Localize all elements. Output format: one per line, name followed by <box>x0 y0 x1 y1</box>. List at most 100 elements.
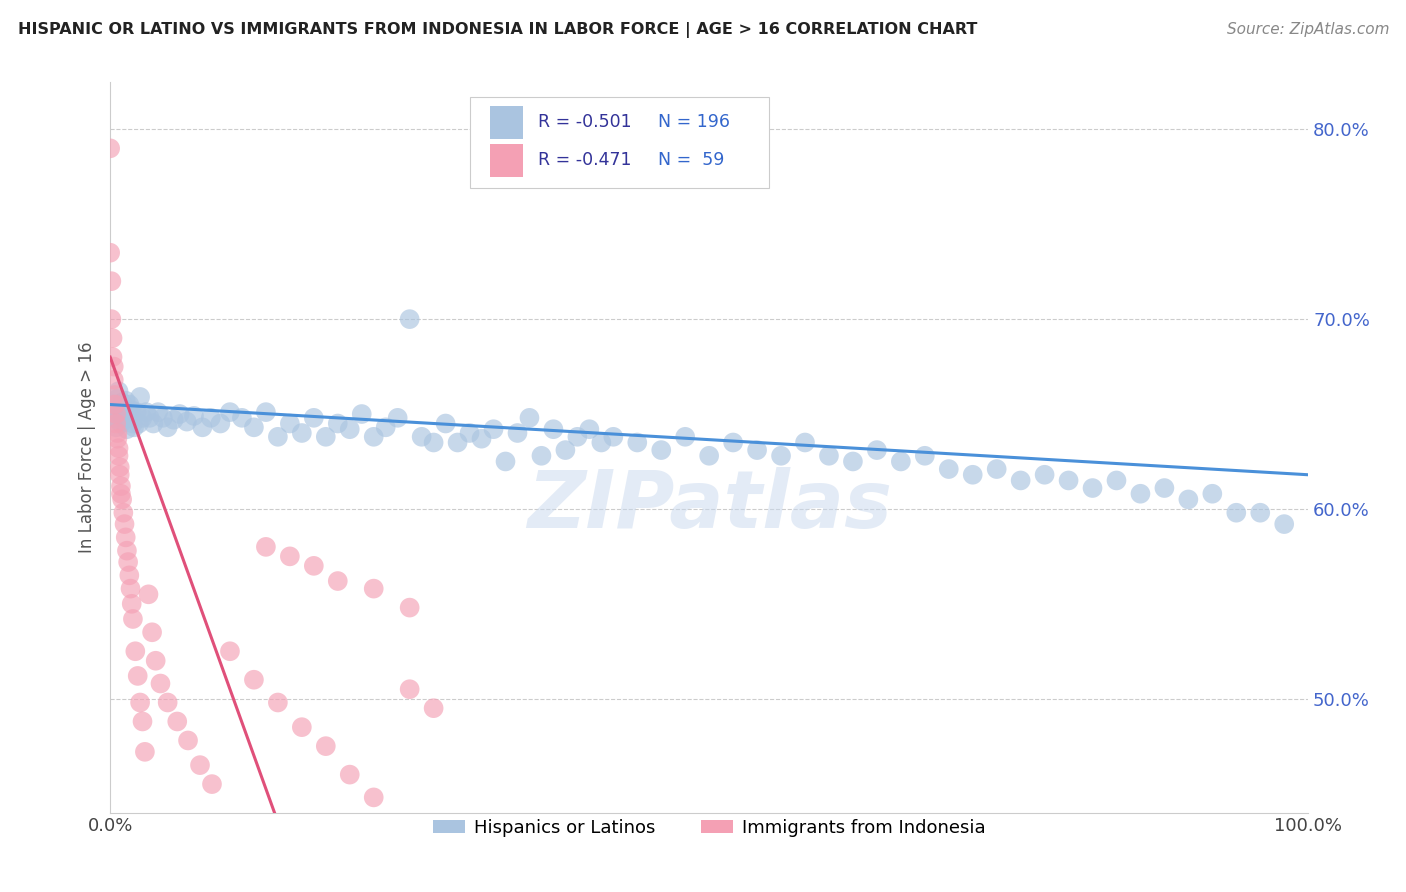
Point <box>105 392 128 406</box>
Point <box>866 443 889 458</box>
Point <box>278 417 301 431</box>
Point <box>108 460 131 475</box>
Point <box>458 425 481 440</box>
Point <box>1177 492 1199 507</box>
Point <box>201 777 224 791</box>
Point <box>138 587 160 601</box>
Point <box>302 410 325 425</box>
Point <box>120 582 142 596</box>
Point <box>1010 474 1032 488</box>
Point <box>1225 506 1247 520</box>
Point <box>103 373 125 387</box>
Point <box>422 701 444 715</box>
Point <box>326 574 349 588</box>
Point <box>890 454 912 468</box>
Point <box>411 430 433 444</box>
Point <box>374 420 396 434</box>
Point <box>166 714 188 729</box>
Point <box>156 696 179 710</box>
Point <box>422 435 444 450</box>
Point <box>363 790 385 805</box>
Point <box>291 720 314 734</box>
Point <box>519 410 541 425</box>
Point <box>105 432 128 446</box>
Point <box>131 410 153 425</box>
Point <box>176 415 198 429</box>
Point <box>122 612 145 626</box>
Text: Source: ZipAtlas.com: Source: ZipAtlas.com <box>1226 22 1389 37</box>
Point <box>127 669 149 683</box>
Point <box>243 420 266 434</box>
Point <box>626 435 648 450</box>
Point <box>1201 487 1223 501</box>
Point <box>398 312 420 326</box>
Point <box>149 676 172 690</box>
Bar <box>489 144 523 177</box>
Point <box>117 555 139 569</box>
Point <box>770 449 793 463</box>
Point <box>794 435 817 450</box>
Point <box>124 644 146 658</box>
Point <box>115 422 138 436</box>
Point <box>363 430 385 444</box>
Point <box>100 274 122 288</box>
Point <box>721 435 744 450</box>
Point <box>543 422 565 436</box>
Point <box>146 405 169 419</box>
Point <box>219 405 242 419</box>
Y-axis label: In Labor Force | Age > 16: In Labor Force | Age > 16 <box>79 342 96 553</box>
Point <box>495 454 517 468</box>
Point <box>128 417 150 431</box>
Point <box>1153 481 1175 495</box>
Point <box>177 733 200 747</box>
Point <box>938 462 960 476</box>
Point <box>105 417 128 431</box>
Point <box>267 696 290 710</box>
Bar <box>489 105 523 138</box>
Point <box>104 403 127 417</box>
Point <box>302 558 325 573</box>
Point <box>482 422 505 436</box>
Point <box>169 407 191 421</box>
Point <box>1129 487 1152 501</box>
Point <box>278 549 301 564</box>
Point <box>103 410 125 425</box>
Point <box>122 417 145 431</box>
FancyBboxPatch shape <box>470 96 769 188</box>
Point <box>209 417 232 431</box>
Point <box>745 443 768 458</box>
Point <box>121 597 143 611</box>
Point <box>129 696 152 710</box>
Text: N = 196: N = 196 <box>658 113 730 131</box>
Text: R = -0.471: R = -0.471 <box>538 151 631 169</box>
Point <box>1272 517 1295 532</box>
Legend: Hispanics or Latinos, Immigrants from Indonesia: Hispanics or Latinos, Immigrants from In… <box>426 812 993 844</box>
Point <box>114 517 136 532</box>
Point <box>98 245 121 260</box>
Point <box>650 443 672 458</box>
Text: N =  59: N = 59 <box>658 151 724 169</box>
Point <box>108 467 131 482</box>
Point <box>105 407 128 421</box>
Point <box>110 479 132 493</box>
Point <box>121 403 143 417</box>
Point <box>118 568 141 582</box>
Point <box>114 530 136 544</box>
Point <box>114 410 136 425</box>
Point <box>101 331 124 345</box>
Point <box>118 398 141 412</box>
Point <box>315 430 337 444</box>
Point <box>141 625 163 640</box>
Point <box>291 425 314 440</box>
Point <box>1081 481 1104 495</box>
Point <box>188 758 211 772</box>
Point <box>112 506 135 520</box>
Point <box>578 422 600 436</box>
Text: R = -0.501: R = -0.501 <box>538 113 631 131</box>
Point <box>567 430 589 444</box>
Point <box>350 407 373 421</box>
Point <box>697 449 720 463</box>
Point <box>105 425 128 440</box>
Point <box>101 350 124 364</box>
Point <box>602 430 624 444</box>
